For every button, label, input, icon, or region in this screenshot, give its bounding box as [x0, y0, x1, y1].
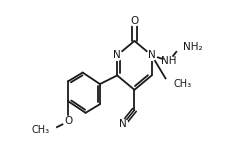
Text: O: O: [64, 116, 72, 126]
Circle shape: [63, 116, 73, 126]
Text: N: N: [148, 50, 156, 60]
Circle shape: [164, 56, 174, 66]
Text: CH₃: CH₃: [173, 79, 191, 89]
Circle shape: [46, 125, 56, 135]
Circle shape: [130, 16, 139, 26]
Text: N: N: [113, 50, 121, 60]
Circle shape: [147, 50, 157, 60]
Text: NH: NH: [161, 56, 177, 66]
Text: O: O: [130, 16, 139, 26]
Circle shape: [175, 42, 185, 52]
Text: NH₂: NH₂: [183, 42, 203, 52]
Circle shape: [118, 119, 128, 129]
Text: N: N: [119, 119, 127, 129]
Text: CH₃: CH₃: [32, 125, 50, 135]
Circle shape: [164, 79, 174, 89]
Circle shape: [112, 50, 122, 60]
